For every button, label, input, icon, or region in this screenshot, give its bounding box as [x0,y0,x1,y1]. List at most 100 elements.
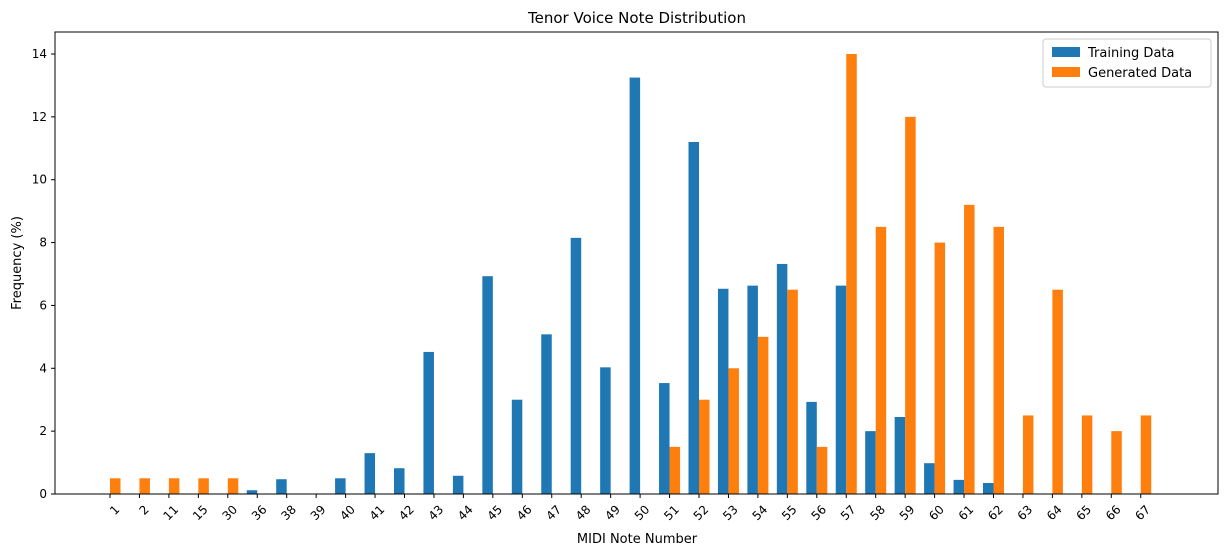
bar-generated-54 [757,336,769,494]
y-axis-label: Frequency (%) [10,216,25,310]
bar-generated-58 [875,226,887,495]
bar-generated-57 [846,54,857,494]
x-tick-label: 54 [750,502,771,523]
legend-label: Generated Data [1088,66,1192,81]
bar-training-44 [452,475,464,494]
legend-frame [1042,38,1212,88]
bar-generated-61 [964,204,975,495]
x-tick-label: 61 [956,502,977,523]
bar-generated-30 [227,478,239,494]
x-tick-label: 38 [278,502,299,523]
y-tick-label: 4 [39,361,47,375]
bar-training-53 [717,288,729,494]
bar-training-36 [246,490,258,494]
legend-swatch [1052,47,1080,57]
bar-generated-2 [139,478,150,494]
x-tick-label: 51 [661,502,682,523]
bar-training-43 [423,351,434,494]
chart-title: Tenor Voice Note Distribution [527,9,746,27]
x-ticks: 1 2 11 15 30 36 38 39 40 41 42 43 44 45 46 47 48 49 50 51 52… [107,494,1153,523]
bar-generated-55 [787,289,798,494]
x-tick-label: 44 [455,502,476,523]
x-tick-label: 60 [926,502,947,523]
x-tick-label: 50 [632,502,653,523]
x-tick-label: 67 [1132,502,1153,523]
bar-generated-53 [728,368,739,494]
bar-training-42 [394,468,405,494]
bar-generated-52 [699,399,710,494]
legend-label: Training Data [1087,46,1174,61]
x-axis-label: MIDI Note Number [577,532,698,547]
bar-training-57 [835,285,847,494]
x-tick-label: 58 [867,502,888,523]
x-tick-label: 2 [136,502,151,517]
y-tick-label: 8 [39,236,47,250]
x-tick-label: 40 [337,502,358,523]
x-tick-label: 57 [838,502,859,523]
x-tick-label: 63 [1015,502,1036,523]
y-tick-label: 10 [32,173,47,187]
bar-generated-51 [669,446,681,494]
x-tick-label: 55 [779,502,800,523]
bar-training-59 [894,417,906,494]
y-tick-label: 0 [39,487,47,501]
x-tick-label: 43 [426,502,447,523]
bar-training-61 [953,479,965,494]
x-tick-label: 65 [1073,502,1094,523]
x-tick-label: 64 [1044,502,1065,523]
x-tick-label: 53 [720,502,741,523]
x-tick-label: 66 [1103,502,1124,523]
bar-training-41 [364,453,376,494]
bar-training-58 [865,431,876,494]
x-tick-label: 36 [249,502,270,523]
bar-generated-66 [1111,431,1122,494]
legend-swatch [1052,67,1080,77]
x-tick-label: 52 [691,502,712,523]
y-tick-label: 2 [39,424,47,438]
bar-training-40 [335,478,346,494]
bar-generated-59 [905,116,916,495]
bar-generated-15 [198,478,209,494]
x-tick-label: 47 [543,502,564,523]
x-tick-label: 48 [573,502,594,523]
bar-generated-60 [934,242,946,494]
bar-generated-62 [993,226,1004,495]
x-tick-label: 30 [219,502,240,523]
bar-training-56 [806,401,817,494]
bar-training-62 [983,483,994,494]
bar-generated-1 [110,478,121,494]
bar-training-52 [688,142,699,494]
legend: Training Data Generated Data [1042,38,1212,88]
bar-training-47 [541,334,552,494]
bar-generated-63 [1022,415,1034,494]
x-tick-label: 41 [367,502,388,523]
bar-generated-56 [816,446,828,494]
bar-training-60 [924,463,935,494]
bar-training-49 [600,367,611,494]
x-tick-label: 46 [514,502,535,523]
bar-generated-65 [1081,415,1093,494]
bar-training-54 [747,285,758,494]
bar-generated-11 [168,478,180,494]
bar-training-46 [511,399,523,494]
x-tick-label: 56 [808,502,829,523]
bar-training-38 [276,479,287,494]
x-tick-label: 39 [308,502,329,523]
x-tick-label: 62 [985,502,1006,523]
y-ticks: 0 2 4 6 8 10 12 14 [32,47,55,501]
bars-group [110,54,1152,495]
x-tick-label: 1 [107,502,122,517]
plot-frame [54,31,1219,495]
bar-training-45 [482,276,493,494]
bar-training-48 [570,237,582,495]
bar-generated-64 [1052,289,1063,494]
x-tick-label: 45 [484,502,505,523]
bar-training-51 [659,383,670,494]
bar-generated-67 [1140,415,1152,494]
y-tick-label: 6 [39,298,47,312]
bar-training-50 [629,77,641,494]
x-tick-label: 49 [602,502,623,523]
bar-training-55 [776,263,788,494]
y-tick-label: 12 [32,110,47,124]
